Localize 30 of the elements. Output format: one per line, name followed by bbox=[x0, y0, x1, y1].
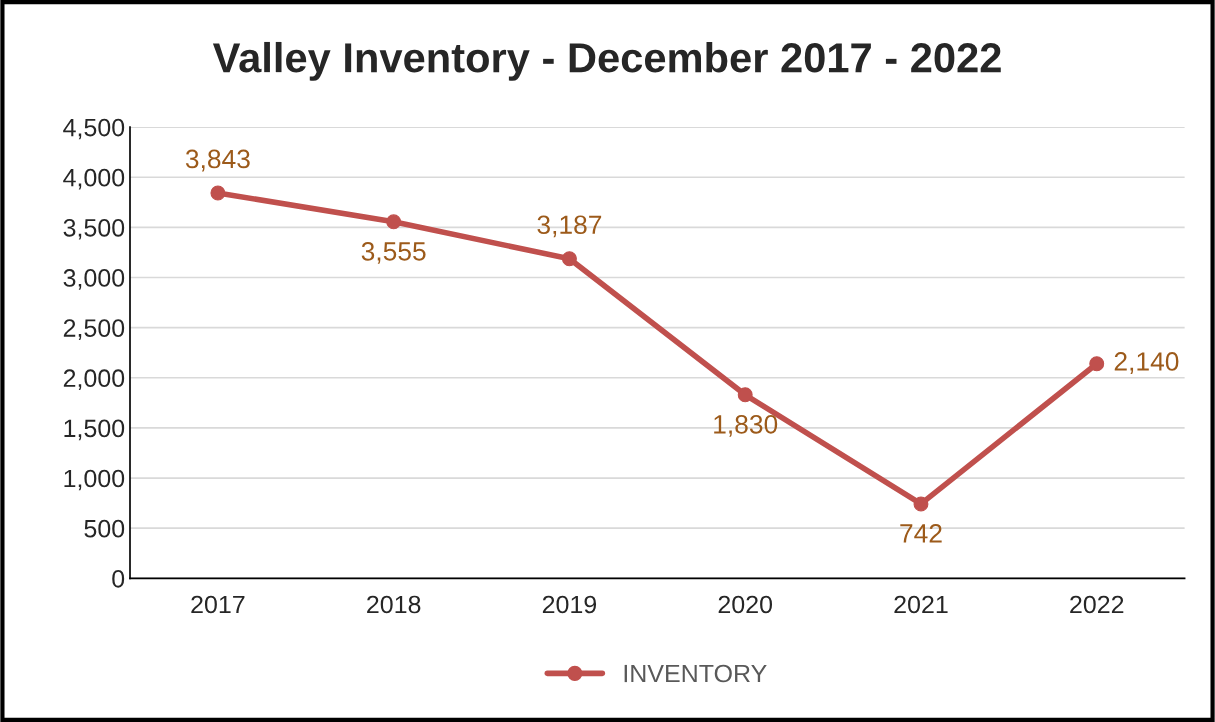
y-tick-label: 1,000 bbox=[64, 469, 125, 491]
point bbox=[210, 185, 226, 201]
x-tick-label: 2017 bbox=[191, 595, 245, 614]
chart-title: Valley Inventory - December 2017 - 2022 bbox=[212, 41, 1001, 81]
x-tick-label: 2021 bbox=[894, 595, 948, 614]
point bbox=[913, 496, 929, 512]
y-tick-label: 3,000 bbox=[63, 269, 125, 290]
x-tick-label: 2022 bbox=[1070, 595, 1124, 614]
x-tick-label: 2019 bbox=[542, 595, 597, 614]
y-tick-label: 2,500 bbox=[63, 319, 125, 340]
data-label: 742 bbox=[900, 524, 942, 543]
y-tick-label: 4,000 bbox=[63, 168, 125, 190]
legend-label: INVENTORY bbox=[624, 664, 767, 683]
data-label: 3,843 bbox=[185, 149, 250, 172]
x-tick-label: 2018 bbox=[367, 595, 421, 614]
point bbox=[386, 214, 402, 230]
point bbox=[1089, 356, 1105, 372]
y-tick-label: 3,500 bbox=[63, 218, 125, 240]
point bbox=[561, 251, 577, 267]
y-tick-label: 0 bbox=[112, 569, 125, 588]
data-label: 3,555 bbox=[361, 241, 426, 264]
data-label: 2,140 bbox=[1114, 352, 1179, 374]
y-tick-label: 4,500 bbox=[63, 118, 125, 140]
y-tick-label: 500 bbox=[84, 519, 125, 538]
data-label: 1,830 bbox=[714, 414, 778, 437]
x-tick-label: 2020 bbox=[718, 595, 773, 614]
y-tick-label: 1,500 bbox=[64, 419, 125, 441]
point bbox=[737, 387, 753, 403]
data-label: 3,187 bbox=[537, 215, 602, 238]
y-tick-label: 2,000 bbox=[63, 369, 125, 391]
